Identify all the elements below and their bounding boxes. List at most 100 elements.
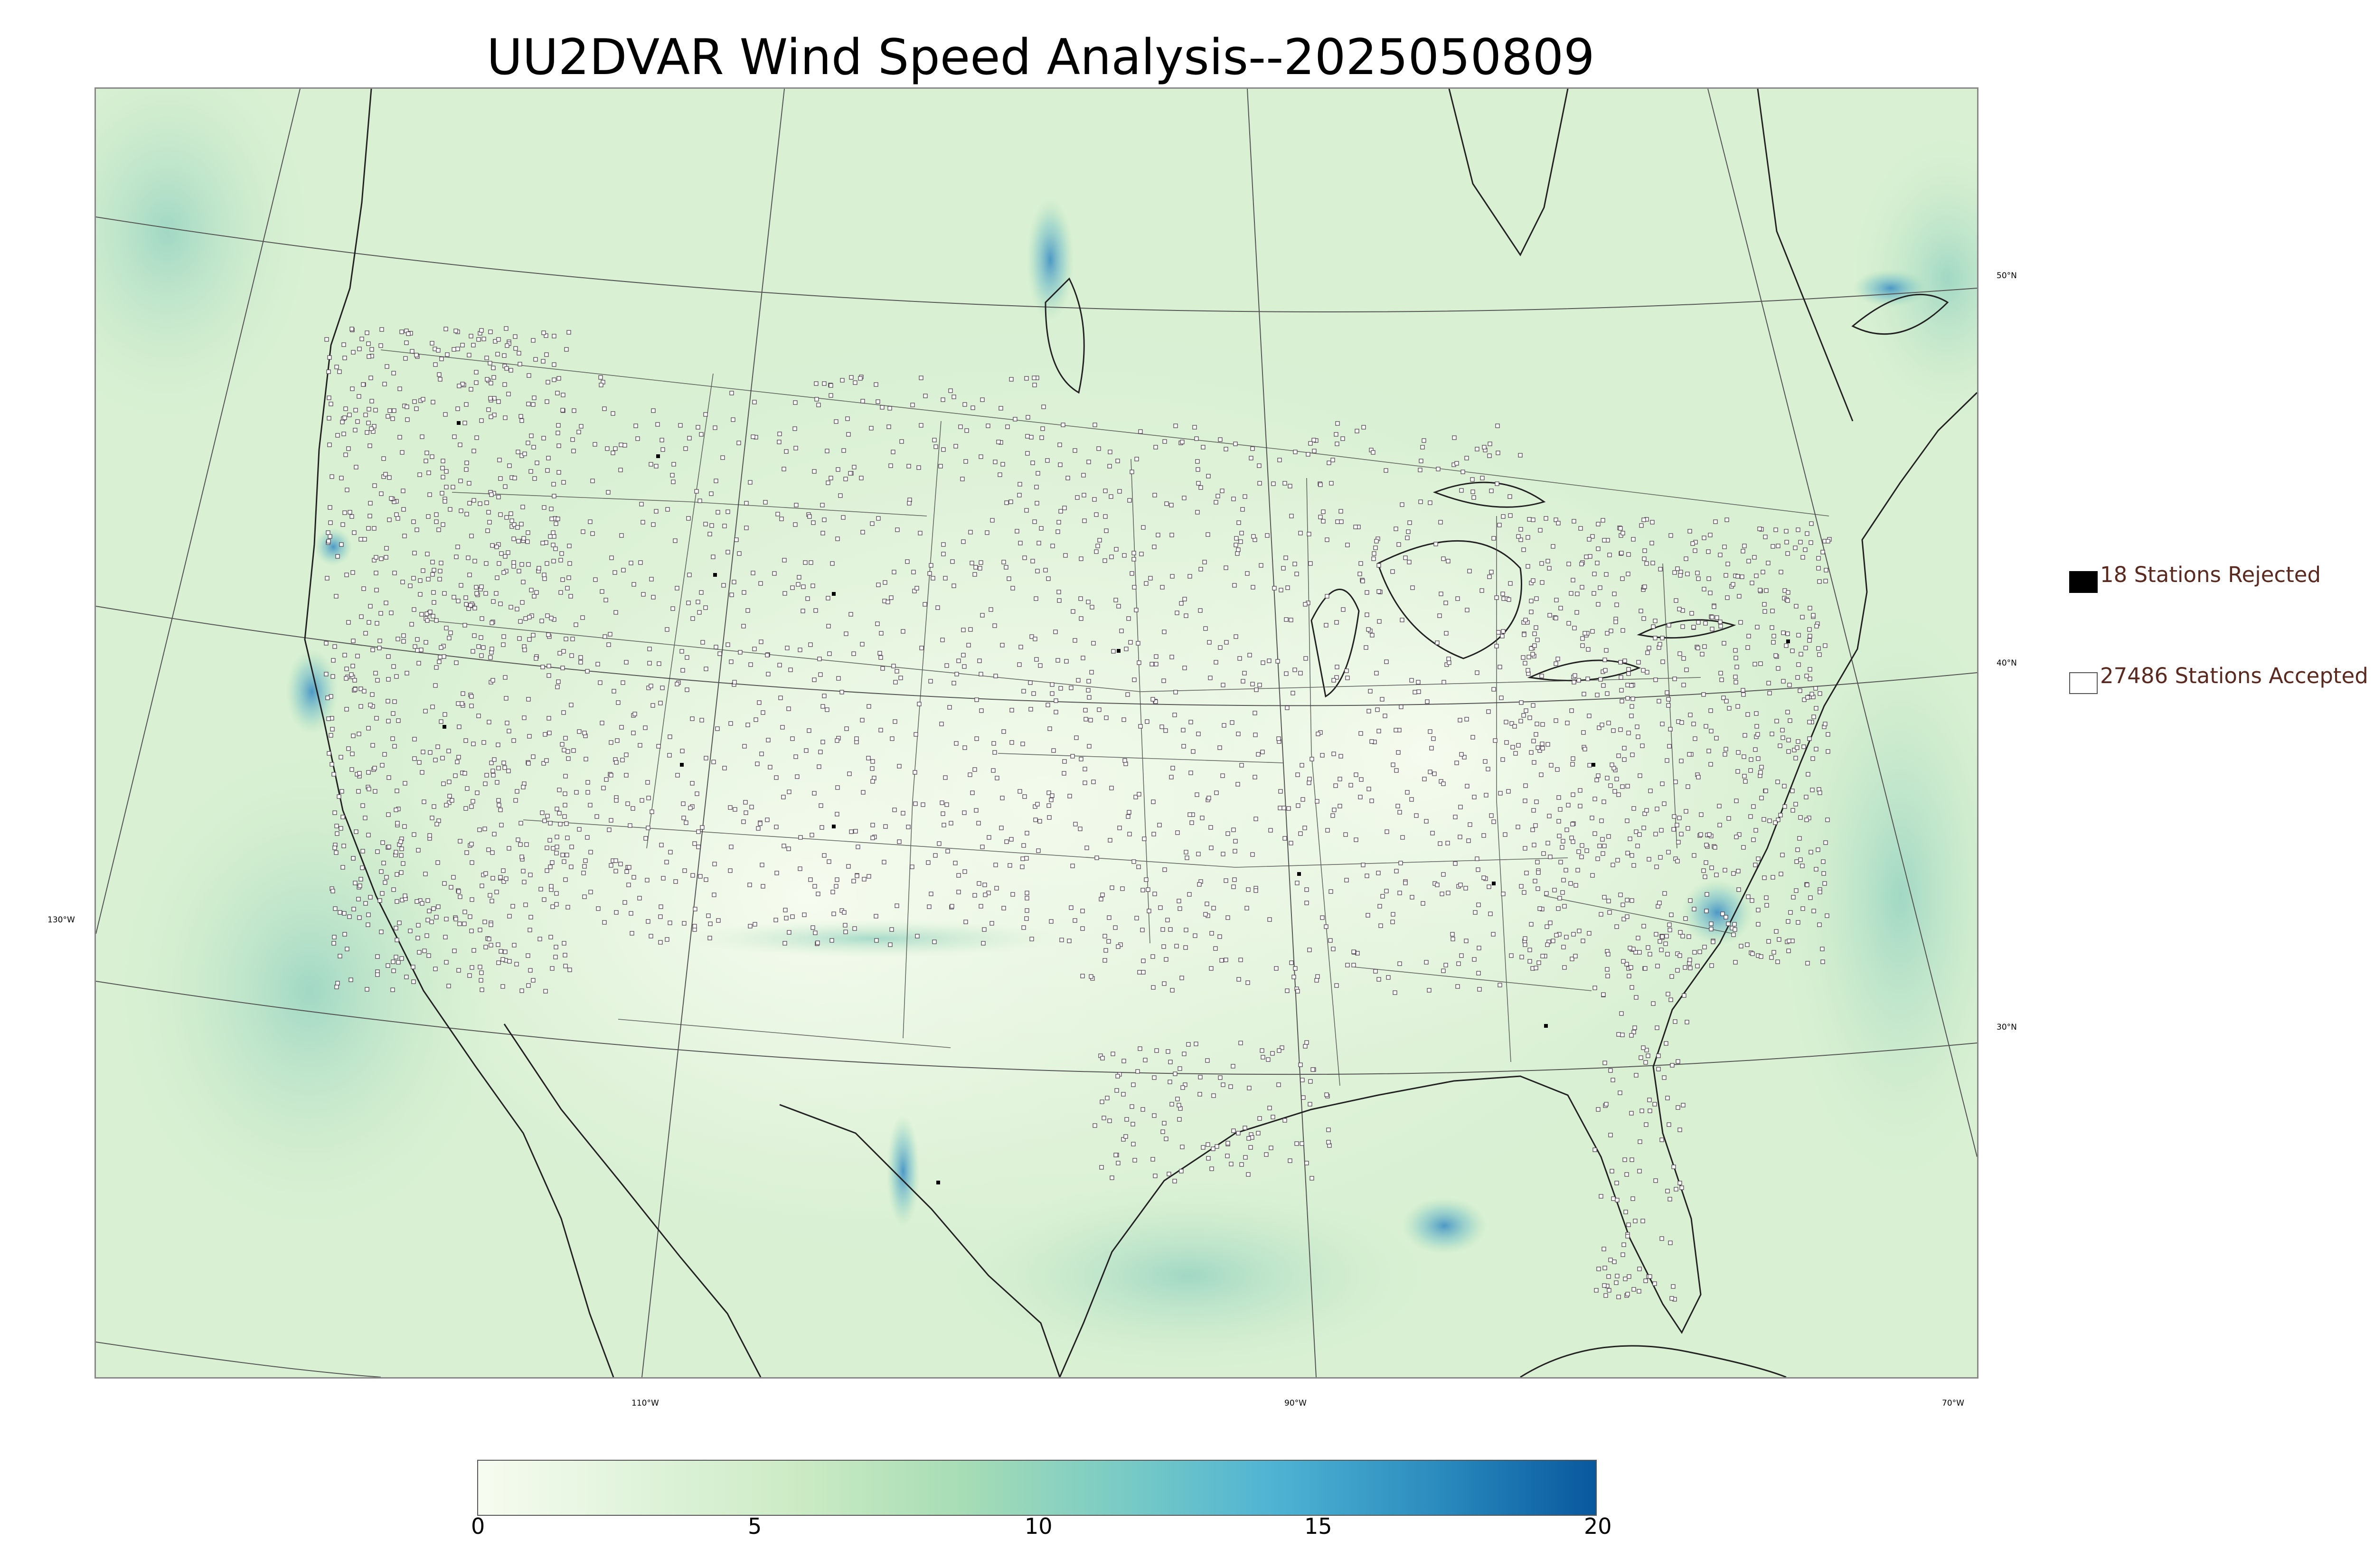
accepted-station-marker [1539,674,1544,678]
accepted-station-marker [951,681,956,685]
accepted-station-marker [728,805,733,810]
accepted-station-marker [1441,680,1446,685]
accepted-station-marker [1235,551,1240,556]
accepted-station-marker [1296,803,1300,808]
accepted-station-marker [550,904,555,909]
accepted-station-marker [535,460,539,465]
accepted-station-marker [1254,687,1259,692]
accepted-station-marker [1667,922,1672,927]
accepted-station-marker [1238,1041,1243,1045]
accepted-station-marker [549,616,554,620]
accepted-station-marker [852,926,857,931]
accepted-station-marker [687,436,692,441]
accepted-station-marker [403,893,407,898]
accepted-station-marker [1020,864,1025,869]
accepted-station-marker [1099,1165,1104,1170]
accepted-station-marker [464,850,469,855]
accepted-station-marker [1564,935,1569,939]
rejected-station-marker[interactable] [832,825,836,828]
accepted-station-marker [1007,576,1011,581]
rejected-station-marker[interactable] [1117,649,1121,653]
accepted-station-marker [1703,621,1708,626]
map-panel[interactable] [94,87,1978,1379]
rejected-station-marker[interactable] [1786,639,1790,643]
accepted-station-marker [338,954,342,958]
accepted-station-marker [1561,945,1566,949]
accepted-station-marker [1651,1001,1656,1006]
rejected-station-marker[interactable] [457,421,461,425]
accepted-station-marker [753,922,757,927]
accepted-station-marker [565,749,570,754]
accepted-station-marker [1746,894,1751,899]
accepted-station-marker [420,901,424,906]
accepted-station-marker [1557,896,1562,901]
rejected-station-marker[interactable] [1297,872,1301,876]
accepted-station-marker [1770,609,1775,613]
accepted-station-marker [1659,1137,1664,1142]
accepted-station-marker [1657,901,1662,905]
accepted-station-marker [1532,631,1537,636]
accepted-station-marker [1641,668,1646,673]
accepted-station-marker [654,464,659,469]
accepted-station-marker [1641,826,1646,830]
accepted-station-marker [1251,585,1255,590]
accepted-station-marker [1300,797,1305,802]
accepted-station-marker [851,879,856,883]
rejected-station-marker[interactable] [713,573,717,577]
accepted-station-marker [517,569,521,573]
accepted-station-marker [417,760,422,765]
rejected-station-marker[interactable] [832,592,836,596]
accepted-station-marker [1405,790,1410,795]
rejected-station-marker[interactable] [680,763,684,767]
accepted-station-marker [675,586,679,591]
accepted-station-marker [1578,804,1583,808]
accepted-station-marker [782,591,787,596]
accepted-station-marker [325,576,330,581]
accepted-legend-swatch [2069,672,2098,694]
accepted-station-marker [1207,640,1212,645]
accepted-station-marker [1145,719,1149,724]
accepted-station-marker [786,846,791,851]
accepted-station-marker [331,941,336,946]
accepted-station-marker [1400,502,1404,507]
accepted-station-marker [1605,967,1610,972]
accepted-station-marker [553,546,558,551]
accepted-station-marker [1681,683,1686,687]
rejected-station-marker[interactable] [936,1181,940,1184]
accepted-station-marker [1247,1086,1252,1090]
accepted-station-marker [469,694,474,699]
accepted-station-marker [798,866,802,871]
accepted-station-marker [813,930,818,935]
accepted-station-marker [1692,950,1697,955]
rejected-station-marker[interactable] [1492,882,1496,885]
accepted-station-marker [1534,732,1538,737]
accepted-station-marker [861,790,866,795]
accepted-station-marker [464,467,469,472]
rejected-station-marker[interactable] [1544,1024,1548,1028]
accepted-station-marker [1748,814,1753,819]
rejected-station-marker[interactable] [443,725,446,729]
accepted-station-marker [513,798,518,803]
accepted-station-marker [1626,667,1631,672]
accepted-station-marker [838,493,843,498]
rejected-station-marker[interactable] [656,454,660,458]
accepted-station-marker [728,868,733,873]
accepted-station-marker [659,438,664,442]
accepted-station-marker [1183,1082,1187,1087]
accepted-station-marker [1669,1296,1674,1301]
accepted-station-marker [1465,608,1470,612]
accepted-station-marker [1601,683,1606,688]
accepted-station-marker [1535,722,1539,726]
accepted-station-marker [1376,729,1381,733]
accepted-station-marker [1627,1274,1631,1279]
accepted-station-marker [1807,638,1812,643]
accepted-station-marker [1751,837,1756,842]
accepted-station-marker [561,710,566,715]
accepted-station-marker [1058,686,1063,691]
accepted-station-marker [1371,556,1376,561]
accepted-station-marker [585,669,590,674]
accepted-station-marker [521,580,526,584]
accepted-station-marker [1540,722,1545,727]
accepted-station-marker [1424,819,1429,824]
rejected-station-marker[interactable] [1592,763,1595,767]
